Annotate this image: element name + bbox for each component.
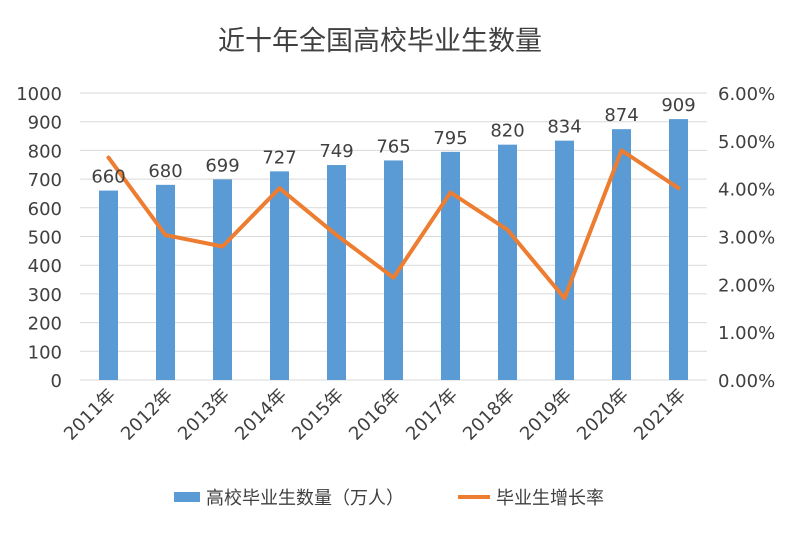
growth-rate-point (164, 233, 167, 237)
growth-rate-point (449, 190, 452, 194)
y-left-tick-label: 200 (28, 314, 62, 335)
y-left-tick-label: 1000 (16, 84, 62, 105)
y-right-tick-label: 3.00% (718, 228, 775, 249)
line-series (106, 148, 681, 301)
bar-data-label: 795 (433, 128, 467, 149)
x-tick-label: 2015年 (288, 385, 348, 445)
growth-rate-point (221, 245, 224, 249)
y-left-tick-label: 300 (28, 285, 62, 306)
y-left-tick-label: 100 (28, 342, 62, 363)
bar-data-label: 765 (376, 136, 410, 157)
y-right-tick-label: 0.00% (718, 371, 775, 392)
bar-data-label: 874 (604, 105, 638, 126)
bar (156, 184, 175, 380)
x-tick-label: 2011年 (60, 385, 120, 445)
bar-data-label: 909 (661, 95, 695, 116)
bar (441, 151, 460, 380)
x-tick-label: 2020年 (573, 385, 633, 445)
bar-data-label: 727 (262, 147, 296, 168)
y-left-tick-label: 900 (28, 113, 62, 134)
growth-rate-point (620, 148, 623, 152)
bar-data-label: 660 (91, 167, 125, 188)
legend-bar-swatch (174, 492, 200, 502)
bar (99, 190, 118, 380)
x-tick-label: 2014年 (231, 385, 291, 445)
legend: 高校毕业生数量（万人） 毕业生增长率 (174, 488, 604, 509)
x-tick-label: 2017年 (402, 385, 462, 445)
bar-series (99, 119, 688, 380)
legend-bar-label: 高校毕业生数量（万人） (206, 488, 404, 509)
growth-rate-point (506, 228, 509, 232)
growth-rate-point (392, 276, 395, 280)
growth-rate-point (563, 296, 566, 300)
y-left-tick-label: 0 (51, 371, 62, 392)
y-right-tick-label: 2.00% (718, 275, 775, 296)
bar-data-label: 680 (148, 161, 182, 182)
bar-data-label: 834 (547, 117, 581, 138)
growth-rate-point (107, 156, 110, 160)
legend-line-label: 毕业生增长率 (496, 488, 604, 509)
y-left-tick-label: 800 (28, 141, 62, 162)
bar-data-label: 699 (205, 155, 239, 176)
bar (213, 179, 232, 380)
bar (327, 165, 346, 380)
bar-data-label: 749 (319, 141, 353, 162)
y-left-tick-label: 400 (28, 256, 62, 277)
x-axis: 2011年2012年2013年2014年2015年2016年2017年2018年… (60, 385, 690, 445)
growth-rate-point (278, 186, 281, 190)
bar (498, 144, 517, 380)
bar (612, 129, 631, 380)
bar (555, 140, 574, 380)
x-tick-label: 2012年 (117, 385, 177, 445)
x-tick-label: 2013年 (174, 385, 234, 445)
y-axis-left: 0 100 200 300 400 500 600 700 800 900 1000 (16, 84, 62, 392)
x-tick-label: 2021年 (630, 385, 690, 445)
y-right-tick-label: 5.00% (718, 132, 775, 153)
y-right-tick-label: 4.00% (718, 180, 775, 201)
y-left-tick-label: 600 (28, 199, 62, 220)
bar-data-label: 820 (490, 121, 524, 142)
x-tick-label: 2019年 (516, 385, 576, 445)
data-labels: 660 680 699 727 749 765 795 820 834 874 909 (91, 95, 695, 187)
y-axis-right: 0.00% 1.00% 2.00% 3.00% 4.00% 5.00% 6.00% (718, 84, 775, 392)
growth-rate-point (335, 233, 338, 237)
x-tick-label: 2016年 (345, 385, 405, 445)
x-tick-label: 2018年 (459, 385, 519, 445)
growth-rate-point (677, 186, 680, 190)
y-left-tick-label: 500 (28, 228, 62, 249)
bar (270, 171, 289, 380)
bar (669, 119, 688, 380)
y-right-tick-label: 6.00% (718, 84, 775, 105)
bar (384, 160, 403, 380)
y-left-tick-label: 700 (28, 170, 62, 191)
chart-title: 近十年全国高校毕业生数量 (218, 26, 542, 57)
y-right-tick-label: 1.00% (718, 323, 775, 344)
